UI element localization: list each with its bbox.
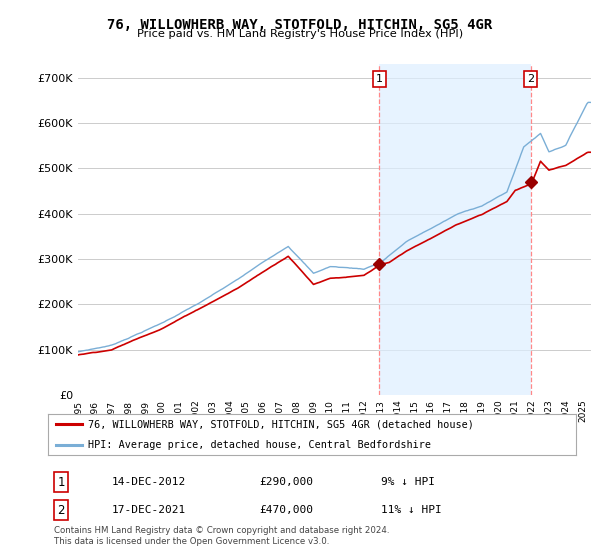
Text: Price paid vs. HM Land Registry's House Price Index (HPI): Price paid vs. HM Land Registry's House … xyxy=(137,29,463,39)
Text: 76, WILLOWHERB WAY, STOTFOLD, HITCHIN, SG5 4GR: 76, WILLOWHERB WAY, STOTFOLD, HITCHIN, S… xyxy=(107,18,493,32)
Text: 14-DEC-2012: 14-DEC-2012 xyxy=(112,477,185,487)
Bar xyxy=(379,64,531,395)
Text: 1: 1 xyxy=(376,74,383,84)
Text: 76, WILLOWHERB WAY, STOTFOLD, HITCHIN, SG5 4GR (detached house): 76, WILLOWHERB WAY, STOTFOLD, HITCHIN, S… xyxy=(88,419,473,430)
Text: 2: 2 xyxy=(58,503,65,517)
Text: £290,000: £290,000 xyxy=(259,477,313,487)
Text: 9% ↓ HPI: 9% ↓ HPI xyxy=(380,477,434,487)
Text: £470,000: £470,000 xyxy=(259,505,313,515)
Text: 2: 2 xyxy=(527,74,534,84)
Text: 1: 1 xyxy=(58,475,65,489)
Text: 17-DEC-2021: 17-DEC-2021 xyxy=(112,505,185,515)
Text: Contains HM Land Registry data © Crown copyright and database right 2024.
This d: Contains HM Land Registry data © Crown c… xyxy=(54,526,389,546)
Text: 11% ↓ HPI: 11% ↓ HPI xyxy=(380,505,442,515)
Text: HPI: Average price, detached house, Central Bedfordshire: HPI: Average price, detached house, Cent… xyxy=(88,440,431,450)
